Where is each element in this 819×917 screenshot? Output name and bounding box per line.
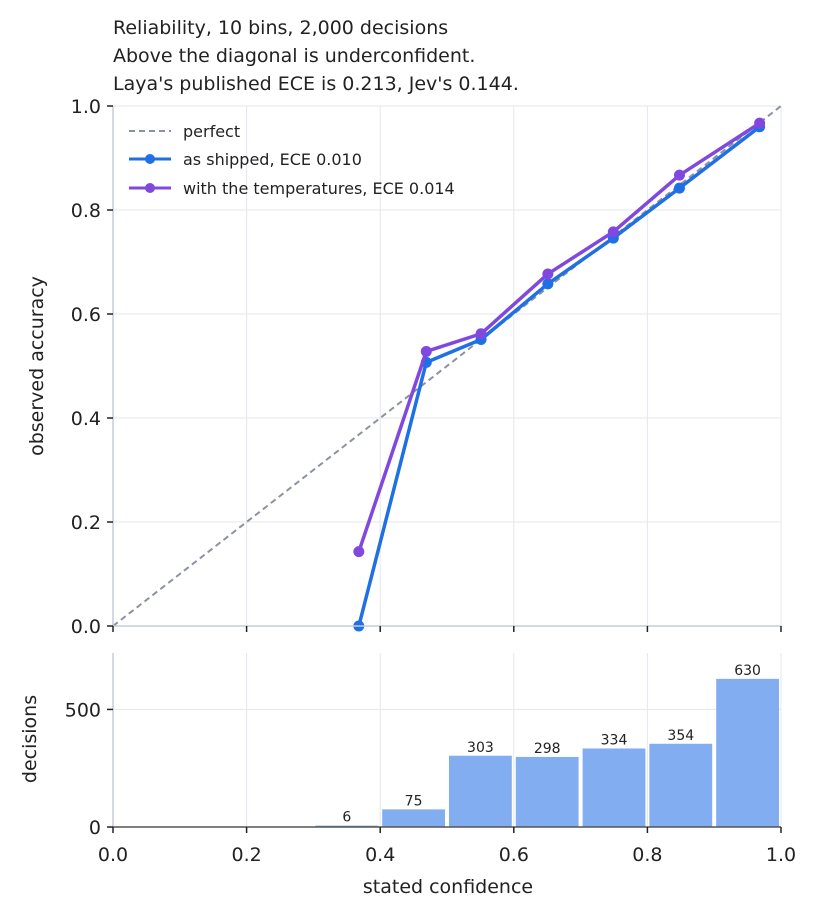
perfect-calibration-line bbox=[112, 105, 782, 627]
histogram-bar-4 bbox=[582, 748, 646, 827]
tick-labels: 0.0 0.2 0.4 0.6 0.8 1.0 0.0 0.2 0.4 0.6 0.8 1.0 0 500 bbox=[65, 96, 796, 866]
histogram-bar-6 bbox=[716, 678, 779, 827]
reliability-y-tick-label-2: 0.4 bbox=[71, 408, 101, 430]
histogram-bar-1 bbox=[382, 809, 445, 827]
reliability-y-tick-label-3: 0.6 bbox=[71, 304, 101, 326]
series-0-point-3 bbox=[542, 278, 554, 290]
x-tick-label-3: 0.6 bbox=[499, 844, 529, 866]
chart-axes bbox=[107, 105, 782, 833]
histogram-bar-label-1: 75 bbox=[405, 793, 423, 809]
legend-perfect-label: perfect bbox=[183, 122, 240, 141]
calibration-series bbox=[353, 117, 766, 632]
series-0-point-5 bbox=[673, 182, 685, 194]
reliability-y-tick-label-1: 0.2 bbox=[71, 512, 101, 534]
histogram-bar-label-3: 298 bbox=[534, 741, 561, 757]
series-1-point-0 bbox=[353, 546, 365, 558]
series-1-point-4 bbox=[607, 226, 619, 238]
legend-temperatures-marker bbox=[145, 183, 155, 193]
chart-title-line-2: Above the diagonal is underconfident. bbox=[113, 45, 476, 67]
x-axis-label: stated confidence bbox=[363, 876, 533, 898]
perfect-line bbox=[112, 105, 782, 627]
reliability-y-tick-label-4: 0.8 bbox=[71, 200, 101, 222]
chart-title-line-1: Reliability, 10 bins, 2,000 decisions bbox=[113, 17, 449, 39]
legend-as-shipped-marker bbox=[145, 154, 155, 164]
legend: perfect as shipped, ECE 0.010 with the t… bbox=[129, 122, 455, 198]
histogram-bar-label-0: 6 bbox=[342, 810, 351, 826]
histogram-bar-label-2: 303 bbox=[467, 740, 494, 756]
histogram-bar-label-6: 630 bbox=[734, 663, 761, 679]
series-1-point-3 bbox=[542, 268, 554, 280]
series-1-point-1 bbox=[420, 345, 432, 357]
legend-temperatures-label: with the temperatures, ECE 0.014 bbox=[183, 179, 455, 198]
x-tick-label-5: 1.0 bbox=[766, 844, 796, 866]
series-1-point-6 bbox=[754, 117, 766, 129]
x-tick-label-0: 0.0 bbox=[98, 844, 128, 866]
chart-title-line-3: Laya's published ECE is 0.213, Jev's 0.1… bbox=[113, 73, 519, 95]
histogram-bar-label-4: 334 bbox=[601, 732, 628, 748]
y-axis-label-reliability: observed accuracy bbox=[26, 276, 48, 456]
legend-as-shipped-label: as shipped, ECE 0.010 bbox=[183, 150, 362, 169]
histogram-y-tick-label-1: 500 bbox=[65, 699, 101, 721]
histogram-bars: 6 75 303 298 334 354 630 bbox=[315, 663, 779, 827]
histogram-bar-label-5: 354 bbox=[667, 728, 694, 744]
series-1-point-5 bbox=[673, 169, 685, 181]
histogram-bar-2 bbox=[449, 755, 512, 827]
x-tick-label-1: 0.2 bbox=[231, 844, 261, 866]
y-axis-label-histogram: decisions bbox=[19, 695, 41, 783]
x-tick-label-4: 0.8 bbox=[632, 844, 662, 866]
histogram-bar-3 bbox=[515, 756, 579, 827]
reliability-y-tick-label-0: 0.0 bbox=[71, 616, 101, 638]
series-1-point-2 bbox=[475, 328, 487, 340]
reliability-y-tick-label-5: 1.0 bbox=[71, 96, 101, 118]
histogram-y-tick-label-0: 0 bbox=[89, 817, 101, 839]
histogram-bar-5 bbox=[649, 743, 713, 827]
x-tick-label-2: 0.4 bbox=[365, 844, 395, 866]
